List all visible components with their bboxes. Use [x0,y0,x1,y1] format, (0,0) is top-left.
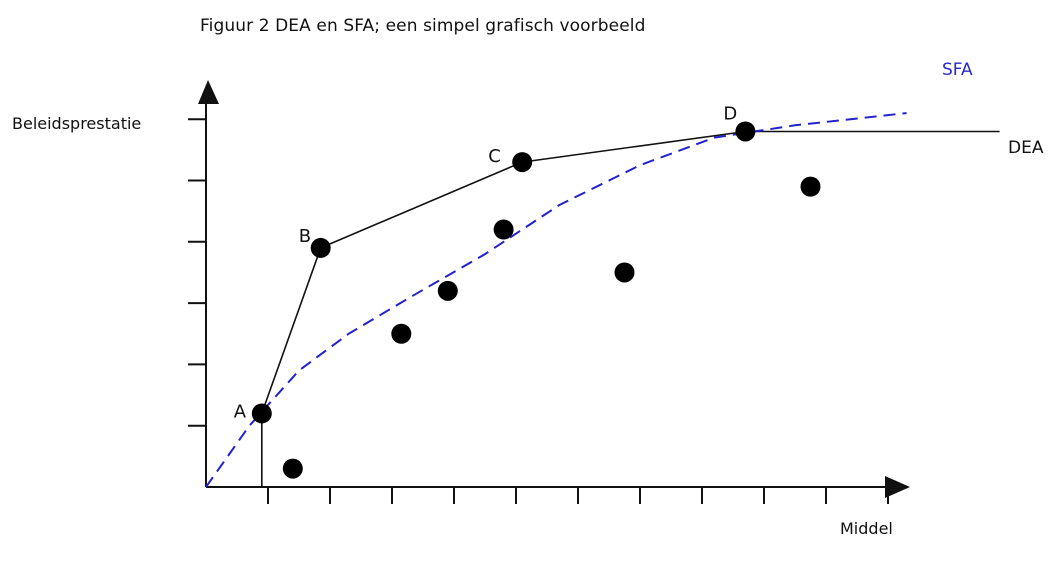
series-sfa-line [205,112,907,488]
point-a [251,403,272,424]
point-label-b: B [299,226,311,247]
points-layer: A B C D [234,103,821,479]
point-label-d: D [723,103,737,124]
data-point [800,176,821,197]
point-d [735,121,756,142]
chart-title: Figuur 2 DEA en SFA; een simpel grafisch… [200,16,646,36]
data-point [391,323,412,344]
data-point [614,262,635,283]
point-label-c: C [488,146,501,167]
point-b [310,237,331,258]
y-axis-arrow [198,80,219,104]
point-label-a: A [234,401,247,422]
axes [188,80,910,504]
point-c [512,152,533,173]
y-axis-label: Beleidsprestatie [12,114,142,133]
x-axis-label: Middel [840,519,893,538]
data-point [437,280,458,301]
data-point [493,219,514,240]
series-layer [205,112,1000,488]
x-axis-arrow [885,476,910,498]
series-label-sfa: SFA [942,60,973,80]
data-point [282,458,303,479]
series-label-dea: DEA [1008,138,1044,158]
